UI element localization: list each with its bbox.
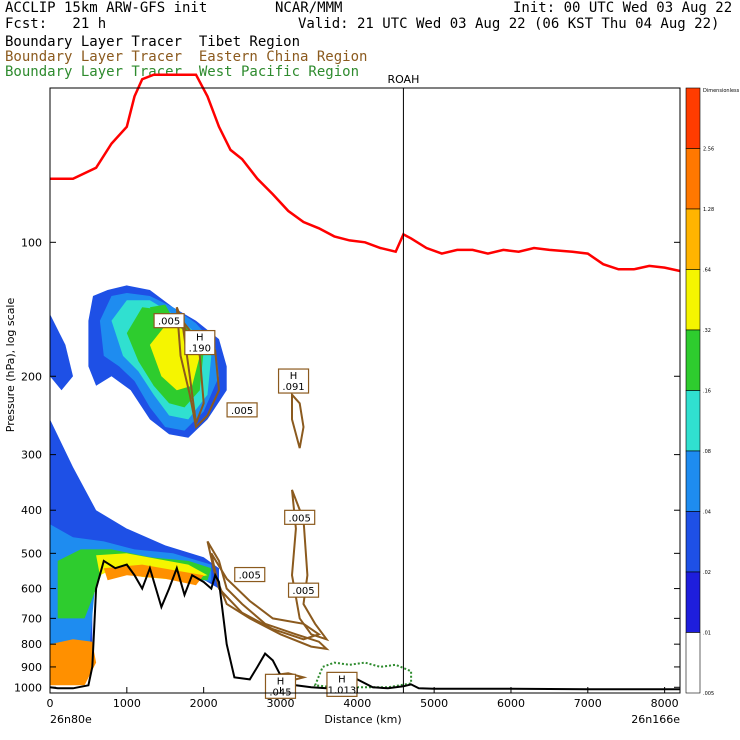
contour-value: .005 — [231, 406, 253, 417]
contour-value: .005 — [158, 317, 180, 328]
contour-value: .005 — [239, 571, 261, 582]
colorbar-segment — [685, 329, 701, 391]
contour-label-box — [326, 671, 358, 697]
colorbar-segment — [685, 87, 701, 149]
x-tick-label: 6000 — [497, 697, 525, 710]
tracer-legend-eastern-china: Boundary Layer Tracer Eastern China Regi… — [5, 49, 368, 65]
org-label: NCAR/MMM — [275, 0, 343, 16]
colorbar-label: .64 — [703, 268, 711, 274]
y-tick-label: 500 — [21, 547, 42, 560]
colorbar-label: Dimensionless — [703, 88, 740, 94]
tracer-contour — [210, 552, 322, 641]
colorbar-segment — [685, 148, 701, 210]
lower-orange — [103, 564, 204, 586]
model-title: ACCLIP 15km ARW-GFS init — [5, 0, 208, 16]
contour-label: .005 — [234, 566, 266, 583]
colorbar: Dimensionless 2.56 1.28 .64 .32 .16 .08 .04 .02.… — [685, 87, 740, 697]
contour-label-box — [234, 566, 266, 583]
colorbar-label: .08 — [703, 449, 711, 455]
contour-label-box — [264, 673, 297, 699]
contour-value: .005 — [289, 513, 311, 524]
left-plume — [50, 314, 73, 391]
tracer-legend-tibet: Boundary Layer Tracer Tibet Region — [5, 34, 301, 50]
init-time: Init: 00 UTC Wed 03 Aug 22 — [513, 0, 733, 16]
x-tick-label: 2000 — [190, 697, 218, 710]
y-tick-label: 800 — [21, 638, 42, 651]
x-axis-title: Distance (km) — [324, 713, 401, 726]
x-tick-label: 8000 — [651, 697, 679, 710]
x-tick-label: 4000 — [343, 697, 371, 710]
contour-value: 1.013 — [328, 685, 357, 696]
y-axis: 100 200 300 400 500 600 700 800 900 1000 — [14, 236, 680, 694]
contour-label: .005 — [153, 313, 185, 329]
colorbar-label: 1.28 — [703, 207, 714, 213]
y-tick-label: 600 — [21, 583, 42, 596]
x-tick-label: 1000 — [113, 697, 141, 710]
tracer-legend-west-pacific: Boundary Layer Tracer West Pacific Regio… — [5, 64, 360, 80]
contour-label: .005 — [284, 509, 316, 525]
contour-high-marker: H — [290, 371, 298, 382]
y-tick-label: 400 — [21, 504, 42, 517]
contour-label: H.091 — [277, 368, 310, 394]
contour-high-marker: H — [338, 674, 346, 685]
y-tick-label: 900 — [21, 661, 42, 674]
contour-label-box — [284, 509, 316, 525]
colorbar-label: .02 — [703, 570, 711, 576]
forecast-hour: Fcst: 21 h — [5, 16, 107, 32]
terrain-line — [49, 559, 680, 691]
x-tick-label: 5000 — [420, 697, 448, 710]
contour-label-box — [184, 329, 216, 356]
y-tick-label: 300 — [21, 449, 42, 462]
colorbar-segment — [685, 511, 701, 573]
contour-label-box — [287, 582, 320, 598]
contour-label-box — [153, 313, 185, 329]
colorbar-segment — [685, 632, 701, 694]
x-tick-label: 3000 — [266, 697, 294, 710]
contour-label: H1.013 — [326, 671, 358, 697]
contour-label: .005 — [287, 582, 320, 598]
plot-frame — [49, 87, 681, 694]
surface-orange — [50, 639, 97, 686]
left-endpoint: 26n80e — [50, 713, 92, 726]
y-tick-label: 700 — [21, 612, 42, 625]
y-tick-label: 1000 — [14, 681, 42, 694]
colorbar-label: .16 — [703, 389, 711, 395]
colorbar-segment — [685, 571, 701, 633]
colorbar-segment — [685, 390, 701, 452]
colorbar-segment — [685, 208, 701, 270]
y-axis-title: Pressure (hPa), log scale — [4, 298, 17, 433]
contour-label-box — [226, 402, 258, 418]
y-tick-label: 200 — [21, 370, 42, 383]
colorbar-label: .005 — [703, 691, 714, 697]
colorbar-label: .04 — [703, 510, 711, 516]
contour-labels: .005H.190H.091.005.005.005.005H.045H1.01… — [153, 313, 358, 699]
colorbar-label: .01 — [703, 631, 711, 637]
contour-value: .005 — [292, 586, 314, 597]
x-axis: 0 1000 2000 3000 4000 5000 6000 7000 8000 — [47, 687, 679, 710]
roah-marker-label: ROAH — [387, 73, 419, 86]
colorbar-label: .32 — [703, 328, 711, 334]
colorbar-segment — [685, 450, 701, 512]
right-endpoint: 26n166e — [631, 713, 680, 726]
contour-label: H.045 — [264, 673, 297, 699]
contour-high-marker: H — [277, 676, 285, 687]
tracer-contour — [291, 392, 305, 449]
contour-label: H.190 — [184, 329, 216, 356]
y-tick-label: 100 — [21, 236, 42, 249]
contour-high-marker: H — [196, 333, 204, 344]
x-tick-label: 7000 — [574, 697, 602, 710]
contour-value: .190 — [189, 344, 211, 355]
x-tick-label: 0 — [47, 697, 54, 710]
contour-value: .091 — [282, 382, 304, 393]
contour-label-box — [277, 368, 310, 394]
tracer-contour — [290, 489, 330, 642]
contour-label: .005 — [226, 402, 258, 418]
tracer-contour — [206, 540, 330, 651]
tropopause-line — [50, 73, 681, 273]
valid-time: Valid: 21 UTC Wed 03 Aug 22 (06 KST Thu … — [298, 16, 720, 32]
colorbar-segment — [685, 269, 701, 331]
colorbar-label: 2.56 — [703, 147, 714, 153]
